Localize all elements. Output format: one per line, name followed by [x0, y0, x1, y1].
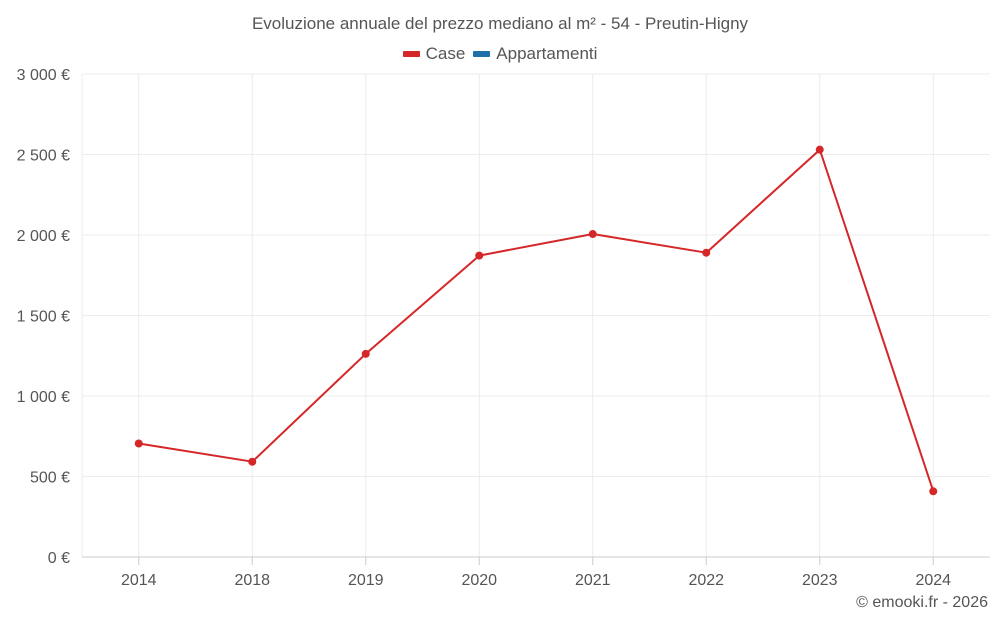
y-tick-label: 0 €	[48, 550, 70, 567]
data-point	[248, 457, 257, 466]
y-tick-label: 3 000 €	[17, 67, 70, 84]
x-tick-label: 2024	[915, 572, 951, 589]
x-tick-label: 2018	[234, 572, 270, 589]
data-point	[134, 439, 143, 448]
x-axis: 2014 2018 2019 2020 2021 2022 2023 2024	[82, 556, 990, 589]
chart-title: Evoluzione annuale del prezzo mediano al…	[251, 14, 749, 33]
data-point	[702, 248, 711, 257]
data-point	[361, 349, 370, 358]
x-tick-label: 2021	[575, 572, 611, 589]
y-tick-label: 2 000 €	[17, 228, 70, 245]
x-tick-label: 2019	[348, 572, 384, 589]
y-tick-label: 2 500 €	[17, 148, 70, 165]
data-point	[929, 487, 938, 496]
grid	[81, 73, 990, 557]
data-point	[475, 251, 484, 260]
x-tick-label: 2014	[121, 572, 157, 589]
legend-swatch-appartamenti	[473, 51, 491, 57]
legend-label-case: Case	[425, 44, 466, 63]
credit-text: © emooki.fr - 2026	[856, 594, 988, 611]
legend-item-appartamenti[interactable]: Appartamenti	[473, 44, 597, 64]
y-tick-label: 1 000 €	[17, 389, 70, 406]
y-tick-label: 500 €	[30, 470, 70, 487]
legend: Case Appartamenti	[0, 44, 1000, 64]
series-line-case	[138, 148, 935, 492]
y-tick-label: 1 500 €	[17, 309, 70, 326]
data-point	[815, 145, 824, 154]
series	[134, 145, 938, 496]
y-axis: 0 € 500 € 1 000 € 1 500 € 2 000 € 2 500 € 3 00…	[17, 67, 70, 567]
legend-item-case[interactable]: Case	[402, 44, 466, 64]
legend-label-appartamenti: Appartamenti	[496, 44, 598, 63]
x-tick-label: 2022	[688, 572, 724, 589]
legend-swatch-case	[402, 51, 420, 57]
x-tick-label: 2020	[461, 572, 497, 589]
x-tick-label: 2023	[802, 572, 838, 589]
data-point	[588, 230, 597, 239]
